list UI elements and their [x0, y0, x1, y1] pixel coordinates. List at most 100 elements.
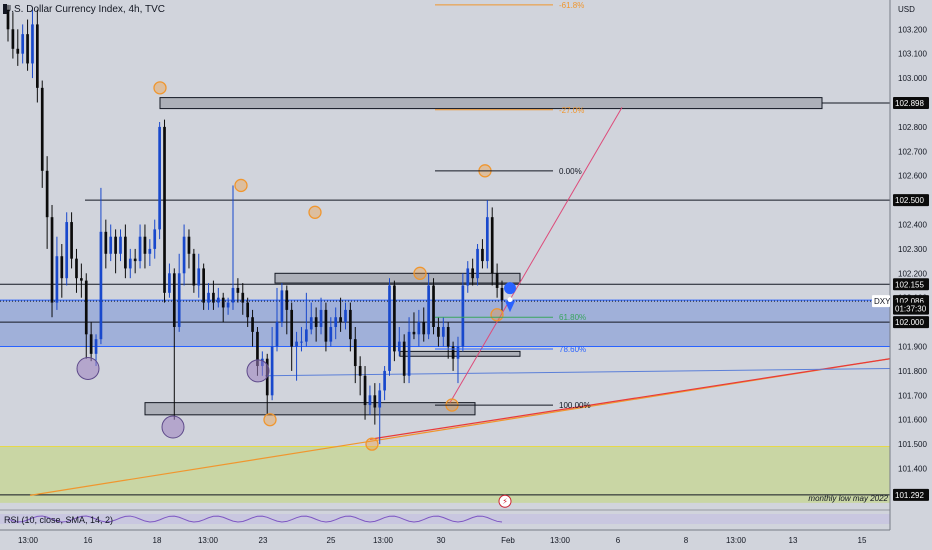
annotation-note: monthly low may 2022	[808, 494, 888, 503]
candle-body	[309, 317, 313, 330]
candle-body	[50, 217, 54, 303]
candle-body	[285, 290, 289, 310]
rsi-pane[interactable]	[0, 509, 890, 530]
trend-lines-layer	[29, 107, 891, 496]
x-tick-label: 25	[327, 536, 336, 545]
candle-body	[300, 341, 303, 343]
swing-marker-5	[365, 437, 379, 451]
candle-body	[216, 297, 220, 303]
x-tick-label: 23	[259, 536, 268, 545]
candle-body	[89, 334, 93, 354]
support-zone-blue	[0, 300, 890, 347]
y-tick-label: 101.900	[898, 343, 927, 352]
candle-body	[456, 346, 460, 359]
candle-body	[31, 24, 34, 64]
candle-body	[378, 390, 382, 408]
candle-body	[94, 339, 98, 354]
candle-body	[427, 285, 430, 335]
event-badge-icon	[498, 494, 512, 508]
candle-body	[358, 366, 362, 376]
price-tag	[893, 194, 929, 207]
purple-marker-1	[76, 356, 100, 380]
price-tag	[893, 278, 929, 291]
price-tag-label: DXY	[874, 297, 891, 306]
candle-body	[256, 331, 259, 367]
candle-body	[495, 273, 499, 288]
candle-body	[177, 273, 181, 327]
x-tick-label: 16	[84, 536, 93, 545]
x-tick-label: 18	[153, 536, 162, 545]
candle-body	[36, 24, 39, 88]
x-tick-label: 13:00	[18, 536, 39, 545]
candle-body	[295, 341, 298, 347]
candle-body	[397, 341, 401, 352]
swing-marker-6	[413, 266, 427, 280]
candle-body	[197, 268, 201, 286]
purple-marker-2	[161, 415, 185, 439]
candle-body	[11, 29, 15, 49]
event-badge-glyph: ⚡	[502, 497, 508, 506]
y-tick-label: 101.800	[898, 367, 927, 376]
candle-body	[412, 331, 416, 335]
price-tag-label: 01:37:30	[895, 305, 927, 314]
candle-body	[324, 309, 328, 342]
zones-layer	[0, 97, 890, 503]
candle-body	[451, 346, 455, 359]
candle-body	[388, 285, 391, 371]
candle-body	[402, 341, 406, 376]
candle-body	[329, 326, 333, 342]
candle-body	[368, 395, 372, 406]
candle-body	[163, 126, 166, 293]
candle-body	[114, 236, 117, 254]
trend-line-pink	[449, 107, 623, 403]
rsi-line	[7, 515, 503, 523]
candle-body	[119, 236, 122, 254]
price-axis[interactable]: USD103.200103.100103.000102.900102.80010…	[872, 0, 932, 550]
candle-body	[153, 229, 157, 249]
y-tick-label: 101.600	[898, 416, 927, 425]
chart-title[interactable]: U.S. Dollar Currency Index, 4h, TVC	[4, 4, 165, 15]
y-tick-label: 103.100	[898, 50, 927, 59]
candle-body	[109, 236, 113, 254]
candle-body	[305, 329, 308, 342]
candle-body	[383, 370, 386, 391]
y-tick-label: 102.400	[898, 220, 927, 229]
candle-body	[70, 222, 73, 259]
candle-body	[407, 331, 411, 376]
gray-box-3	[144, 402, 476, 416]
candle-body	[99, 231, 103, 340]
candle-body	[75, 258, 78, 279]
price-tag	[893, 302, 929, 315]
rsi-label[interactable]: RSI (10, close, SMA, 14, 2)	[4, 515, 114, 525]
candle-body	[16, 48, 20, 54]
candle-body	[339, 317, 342, 323]
candle-body	[344, 309, 347, 323]
candle-body	[280, 290, 284, 323]
x-tick-label: 13:00	[550, 536, 571, 545]
price-axis-bg	[890, 0, 932, 550]
candle-body	[202, 268, 205, 303]
price-tag	[872, 295, 890, 308]
gray-box-4	[399, 350, 521, 357]
time-axis[interactable]: 13:00 16 18 13:00 23 25 13:00 30 Feb 13:00 6 8 13:00…	[0, 529, 932, 550]
candle-body	[319, 309, 323, 327]
candle-body	[104, 231, 108, 254]
fib-label: 100.00%	[559, 401, 591, 410]
candle-body	[471, 268, 474, 279]
plot-background	[0, 0, 890, 530]
candle-body	[182, 236, 186, 274]
candle-body	[334, 317, 338, 327]
location-pin-center	[507, 297, 513, 303]
candle-body	[21, 34, 25, 54]
candle-body	[490, 217, 494, 274]
candle-body	[55, 256, 59, 303]
candle-body	[187, 236, 191, 254]
gray-box-2	[274, 272, 521, 284]
candles-layer[interactable]	[6, 4, 504, 445]
x-tick-label: 15	[858, 536, 867, 545]
candle-body	[138, 236, 142, 262]
candle-body	[373, 395, 377, 408]
candle-body	[26, 34, 29, 64]
demand-zone-green	[0, 446, 890, 503]
